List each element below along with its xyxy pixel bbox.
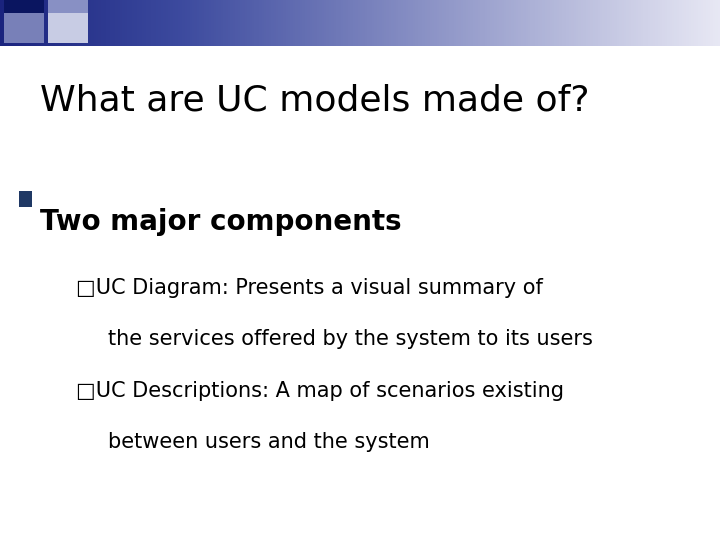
Bar bbox=[48, 13, 88, 43]
Bar bbox=[4, 0, 44, 25]
Text: Two major components: Two major components bbox=[40, 208, 401, 236]
Bar bbox=[4, 13, 44, 43]
Text: □UC Diagram: Presents a visual summary of: □UC Diagram: Presents a visual summary o… bbox=[76, 278, 542, 298]
Text: □UC Descriptions: A map of scenarios existing: □UC Descriptions: A map of scenarios exi… bbox=[76, 381, 564, 401]
Bar bbox=[48, 0, 88, 25]
Bar bbox=[19, 191, 32, 207]
Text: the services offered by the system to its users: the services offered by the system to it… bbox=[108, 329, 593, 349]
Text: What are UC models made of?: What are UC models made of? bbox=[40, 84, 589, 118]
Text: between users and the system: between users and the system bbox=[108, 432, 430, 452]
